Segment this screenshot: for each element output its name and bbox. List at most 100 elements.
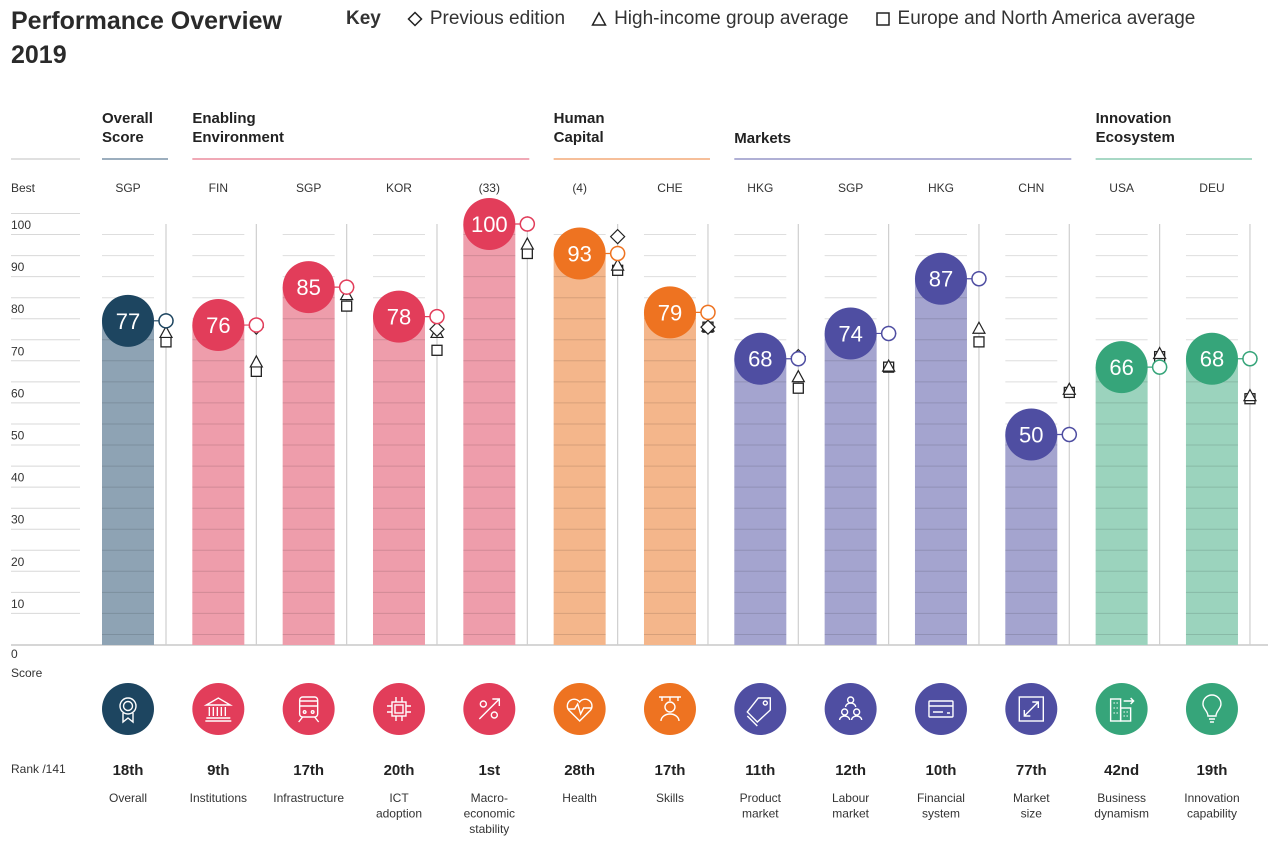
category-label: adoption xyxy=(376,807,422,821)
legend: Key Previous edition High-income group a… xyxy=(346,8,1221,30)
y-axis-label: Score xyxy=(11,666,43,680)
category-label: market xyxy=(742,807,779,821)
rank-value: 28th xyxy=(564,762,595,779)
triangle-icon xyxy=(591,11,607,26)
y-tick-label: 0 xyxy=(11,647,18,661)
rank-value: 9th xyxy=(207,762,230,779)
best-country: HKG xyxy=(928,181,954,195)
legend-item-europe-na: Europe and North America average xyxy=(875,8,1195,30)
score-bar xyxy=(1185,358,1238,645)
award-ribbon-icon-badge xyxy=(102,683,154,735)
business-building-icon xyxy=(1109,697,1135,722)
rank-value: 20th xyxy=(384,762,415,779)
legend-item-previous-edition: Previous edition xyxy=(407,8,565,30)
train-icon-badge xyxy=(282,683,335,735)
legend-item-high-income: High-income group average xyxy=(591,8,849,30)
category-label: Innovation xyxy=(1184,791,1239,805)
pillar-title: Markets xyxy=(734,130,791,147)
category-label: system xyxy=(922,807,960,821)
rank-value: 1st xyxy=(478,762,500,779)
best-country: HKG xyxy=(747,181,773,195)
score-bubble xyxy=(192,299,245,352)
best-country: SGP xyxy=(838,181,863,195)
high-income-marker xyxy=(791,369,806,383)
pillar-title: Capital xyxy=(554,129,604,146)
score-value: 68 xyxy=(748,347,772,372)
microchip-icon-badge xyxy=(372,683,425,735)
y-tick-label: 60 xyxy=(11,386,25,400)
score-bar xyxy=(282,287,335,645)
best-label: Best xyxy=(11,181,36,195)
graduate-icon xyxy=(658,696,681,722)
score-bubble xyxy=(1005,408,1058,461)
high-income-marker xyxy=(610,257,625,271)
best-country: USA xyxy=(1109,181,1134,195)
high-income-marker xyxy=(1152,346,1167,360)
best-country: (33) xyxy=(479,181,500,195)
credit-card-icon-badge xyxy=(914,683,967,735)
category-label: market xyxy=(832,807,869,821)
rank-value: 12th xyxy=(835,762,866,779)
page-title: Performance Overview 2019 xyxy=(11,7,282,69)
score-circle-marker xyxy=(790,350,807,367)
score-bar xyxy=(914,278,967,645)
europe-na-marker xyxy=(792,382,804,394)
category-label: capability xyxy=(1187,807,1237,821)
score-circle-marker xyxy=(700,304,716,321)
score-value: 79 xyxy=(658,300,682,325)
best-country: CHE xyxy=(657,181,682,195)
score-bubble xyxy=(914,252,967,305)
pillar-title: Innovation xyxy=(1096,110,1172,127)
diamond-icon xyxy=(407,11,423,27)
microchip-icon xyxy=(386,697,411,721)
score-value: 76 xyxy=(206,313,230,338)
score-value: 78 xyxy=(387,305,411,330)
high-income-marker xyxy=(1062,382,1077,395)
best-country: SGP xyxy=(296,181,321,195)
rank-value: 18th xyxy=(113,762,144,779)
score-bubble xyxy=(282,261,335,314)
score-value: 68 xyxy=(1200,347,1224,372)
y-tick-label: 90 xyxy=(11,260,25,274)
best-country: SGP xyxy=(115,181,140,195)
score-bubble xyxy=(102,294,154,347)
score-circle-marker xyxy=(609,245,626,262)
category-label: Infrastructure xyxy=(273,791,344,805)
score-bubble xyxy=(1095,341,1148,394)
price-tag-icon xyxy=(746,697,772,727)
score-bar xyxy=(734,358,787,645)
high-income-marker xyxy=(971,320,986,334)
category-label: Product xyxy=(740,791,782,805)
business-building-icon-badge xyxy=(1095,683,1148,735)
best-country: CHN xyxy=(1018,181,1044,195)
pillar-title: Human xyxy=(554,110,605,127)
institution-building-icon-badge xyxy=(192,683,245,735)
score-bar xyxy=(1005,434,1058,645)
category-label: ICT xyxy=(389,791,409,805)
score-value: 100 xyxy=(471,212,508,237)
previous-edition-marker xyxy=(700,319,716,335)
score-circle-marker xyxy=(880,325,897,342)
score-value: 93 xyxy=(567,241,591,266)
score-circle-marker xyxy=(158,313,174,329)
train-icon xyxy=(298,696,320,723)
y-tick-label: 100 xyxy=(11,218,31,232)
score-bar xyxy=(643,312,696,645)
score-bubble xyxy=(463,198,516,250)
best-country: DEU xyxy=(1199,181,1224,195)
institution-building-icon xyxy=(203,697,233,722)
legend-label: Previous edition xyxy=(429,8,566,29)
high-income-marker xyxy=(249,354,264,368)
category-label: Health xyxy=(562,791,597,805)
score-circle-marker xyxy=(338,279,355,295)
people-network-icon xyxy=(838,696,863,721)
score-bubble xyxy=(734,332,787,385)
rank-value: 17th xyxy=(655,762,686,779)
category-label: Institutions xyxy=(190,791,247,805)
high-income-marker xyxy=(1242,388,1257,402)
rank-label: Rank /141 xyxy=(11,762,66,776)
square-icon xyxy=(875,12,890,26)
rank-value: 19th xyxy=(1197,762,1228,779)
y-tick-label: 20 xyxy=(11,555,25,569)
